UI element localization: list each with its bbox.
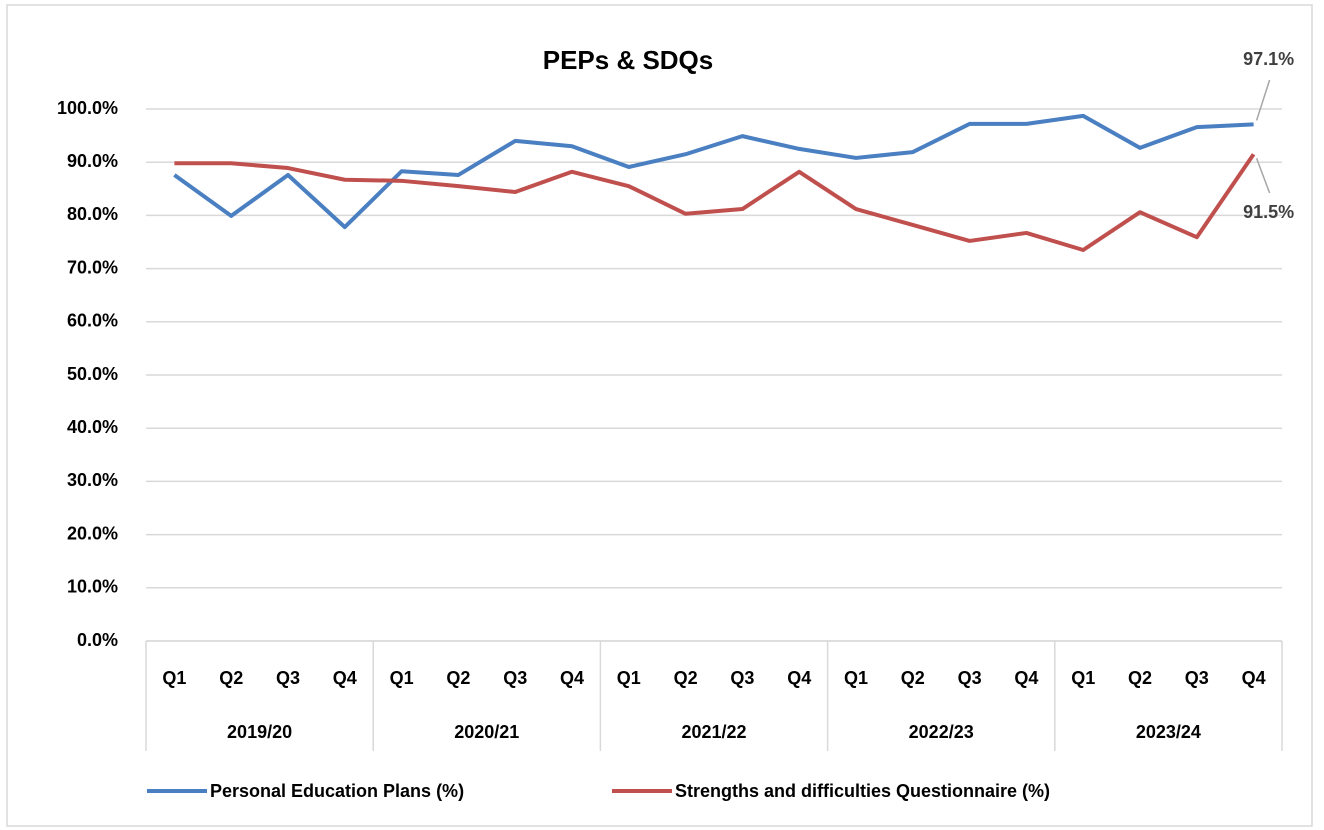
leader-line	[1255, 157, 1271, 194]
y-tick-label: 0.0%	[77, 630, 118, 650]
y-tick-label: 40.0%	[67, 417, 118, 437]
legend-label: Personal Education Plans (%)	[210, 781, 464, 801]
y-tick-label: 70.0%	[67, 257, 118, 277]
y-tick-label: 20.0%	[67, 523, 118, 543]
x-group-label: 2019/20	[227, 722, 292, 742]
y-tick-label: 10.0%	[67, 577, 118, 597]
y-tick-label: 30.0%	[67, 470, 118, 490]
x-tick-label: Q2	[674, 668, 698, 688]
chart-border	[6, 4, 1313, 827]
y-tick-label: 80.0%	[67, 204, 118, 224]
data-line	[174, 153, 1256, 252]
x-tick-label: Q2	[1128, 668, 1152, 688]
data-line	[173, 113, 1254, 230]
x-group-label: 2023/24	[1136, 722, 1201, 742]
x-tick-label: Q4	[333, 668, 357, 688]
data-label: 97.1%	[1243, 49, 1294, 69]
x-tick-label: Q4	[1014, 668, 1038, 688]
x-tick-label: Q3	[1185, 668, 1209, 688]
x-tick-label: Q1	[617, 668, 641, 688]
x-tick-label: Q2	[446, 668, 470, 688]
x-tick-label: Q1	[1071, 668, 1095, 688]
x-group-label: 2022/23	[909, 722, 974, 742]
chart-title: PEPs & SDQs	[543, 45, 714, 75]
x-tick-label: Q3	[730, 668, 754, 688]
y-tick-label: 90.0%	[67, 151, 118, 171]
x-tick-label: Q2	[219, 668, 243, 688]
x-tick-label: Q1	[162, 668, 186, 688]
data-label: 91.5%	[1243, 202, 1294, 222]
x-tick-label: Q3	[958, 668, 982, 688]
x-tick-label: Q4	[560, 668, 584, 688]
x-tick-label: Q1	[844, 668, 868, 688]
x-tick-label: Q2	[901, 668, 925, 688]
x-tick-label: Q3	[503, 668, 527, 688]
x-tick-label: Q4	[1242, 668, 1266, 688]
x-tick-label: Q3	[276, 668, 300, 688]
y-tick-label: 50.0%	[67, 364, 118, 384]
y-tick-label: 100.0%	[57, 98, 118, 118]
x-tick-label: Q1	[390, 668, 414, 688]
x-group-label: 2021/22	[681, 722, 746, 742]
legend-label: Strengths and difficulties Questionnaire…	[675, 781, 1050, 801]
x-tick-label: Q4	[787, 668, 811, 688]
leader-line	[1255, 79, 1271, 121]
y-tick-label: 60.0%	[67, 311, 118, 331]
x-group-label: 2020/21	[454, 722, 519, 742]
